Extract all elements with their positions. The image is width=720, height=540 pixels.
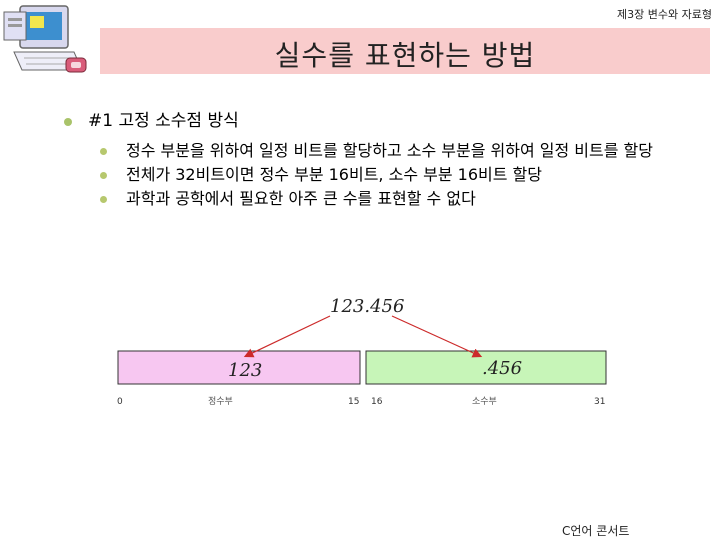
bit-label-31: 31 (594, 397, 605, 407)
bullet-sub-item: 정수 부분을 위하여 일정 비트를 할당하고 소수 부분을 위하여 일정 비트를… (92, 140, 706, 162)
arrow-to-integer (243, 315, 331, 358)
bullet-dot-icon (100, 196, 107, 203)
bullet-sub-text: 전체가 32비트이면 정수 부분 16비트, 소수 부분 16비트 할당 (126, 165, 542, 184)
chapter-header: 제3장 변수와 자료형 (617, 8, 712, 21)
bullet-main: #1 고정 소수점 방식 (62, 108, 712, 134)
bullet-main-text: #1 고정 소수점 방식 (88, 111, 239, 131)
bullet-sub-text: 과학과 공학에서 필요한 아주 큰 수를 표현할 수 없다 (126, 189, 476, 208)
footer-text: C언어 콘서트 (562, 524, 630, 538)
page-title: 실수를 표현하는 방법 (274, 39, 536, 72)
bullet-dot-icon (64, 118, 72, 126)
integer-part-value: 123 (228, 360, 262, 381)
bullet-sub-item: 전체가 32비트이면 정수 부분 16비트, 소수 부분 16비트 할당 (92, 164, 706, 186)
integer-part-box (117, 350, 361, 385)
fraction-part-box (365, 350, 607, 385)
bullet-list: #1 고정 소수점 방식 정수 부분을 위하여 일정 비트를 할당하고 소수 부… (62, 108, 712, 210)
bullet-dot-icon (100, 148, 107, 155)
fraction-part-label: 소수부 (472, 396, 497, 407)
bullet-dot-icon (100, 172, 107, 179)
arrow-to-fraction (391, 315, 483, 358)
computer-clipart-icon (3, 5, 87, 73)
number-label: 123.456 (330, 296, 404, 317)
bit-label-16: 16 (371, 397, 383, 407)
bullet-sub-text: 정수 부분을 위하여 일정 비트를 할당하고 소수 부분을 위하여 일정 비트를… (126, 141, 653, 160)
fraction-part-value: .456 (482, 358, 522, 379)
bit-label-0: 0 (117, 397, 123, 407)
bullet-sub-item: 과학과 공학에서 필요한 아주 큰 수를 표현할 수 없다 (92, 188, 706, 210)
title-band: 실수를 표현하는 방법 (100, 28, 710, 74)
bit-label-15: 15 (348, 397, 359, 407)
integer-part-label: 정수부 (208, 396, 233, 407)
